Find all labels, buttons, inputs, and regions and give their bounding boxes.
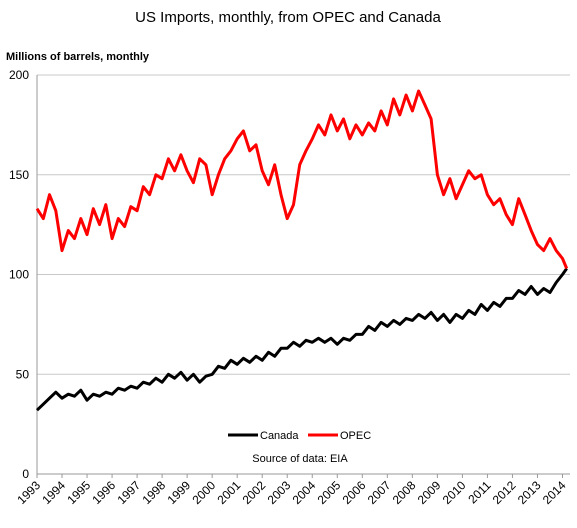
legend-label-opec: OPEC — [340, 430, 371, 442]
y-tick-label: 100 — [9, 268, 29, 282]
legend-label-canada: Canada — [260, 430, 299, 442]
legend: Canada OPEC — [228, 430, 371, 442]
x-tick-label: 2004 — [290, 478, 319, 507]
series-lines — [35, 89, 569, 412]
x-tick-label: 2010 — [440, 478, 469, 507]
x-tick-label: 1997 — [114, 478, 143, 507]
x-tick-label: 1999 — [164, 478, 193, 507]
y-tick-labels: 0 50 100 150 200 — [9, 68, 29, 481]
y-tick-label: 150 — [9, 168, 29, 182]
x-tick-label: 2007 — [365, 478, 394, 507]
series-line-opec — [35, 89, 569, 270]
y-axis-label: Millions of barrels, monthly — [6, 51, 150, 63]
x-tick-label: 2003 — [265, 478, 294, 507]
series-line-canada — [35, 267, 568, 412]
x-tick-label: 2002 — [240, 478, 269, 507]
x-tick-label: 2012 — [490, 478, 519, 507]
chart-title: US Imports, monthly, from OPEC and Canad… — [135, 9, 441, 26]
x-tick-label: 2013 — [515, 478, 544, 507]
x-tick-labels: 1993199419951996199719981999200020012002… — [14, 474, 569, 507]
x-tick-label: 2001 — [215, 478, 244, 507]
source-note: Source of data: EIA — [252, 453, 348, 465]
x-tick-label: 1994 — [39, 478, 68, 507]
x-tick-label: 2014 — [540, 478, 569, 507]
gridlines — [37, 74, 570, 375]
y-tick-label: 0 — [22, 467, 29, 481]
x-tick-label: 1995 — [64, 478, 93, 507]
y-tick-label: 200 — [9, 68, 29, 82]
x-tick-label: 1993 — [14, 478, 43, 507]
x-tick-label: 2006 — [340, 478, 369, 507]
x-tick-label: 2005 — [315, 478, 344, 507]
x-tick-label: 1998 — [139, 478, 168, 507]
x-tick-label: 2008 — [390, 478, 419, 507]
x-tick-label: 2009 — [415, 478, 444, 507]
y-tick-label: 50 — [16, 367, 30, 381]
x-tick-label: 2000 — [190, 478, 219, 507]
x-tick-label: 1996 — [89, 478, 118, 507]
x-tick-label: 2011 — [465, 478, 493, 506]
